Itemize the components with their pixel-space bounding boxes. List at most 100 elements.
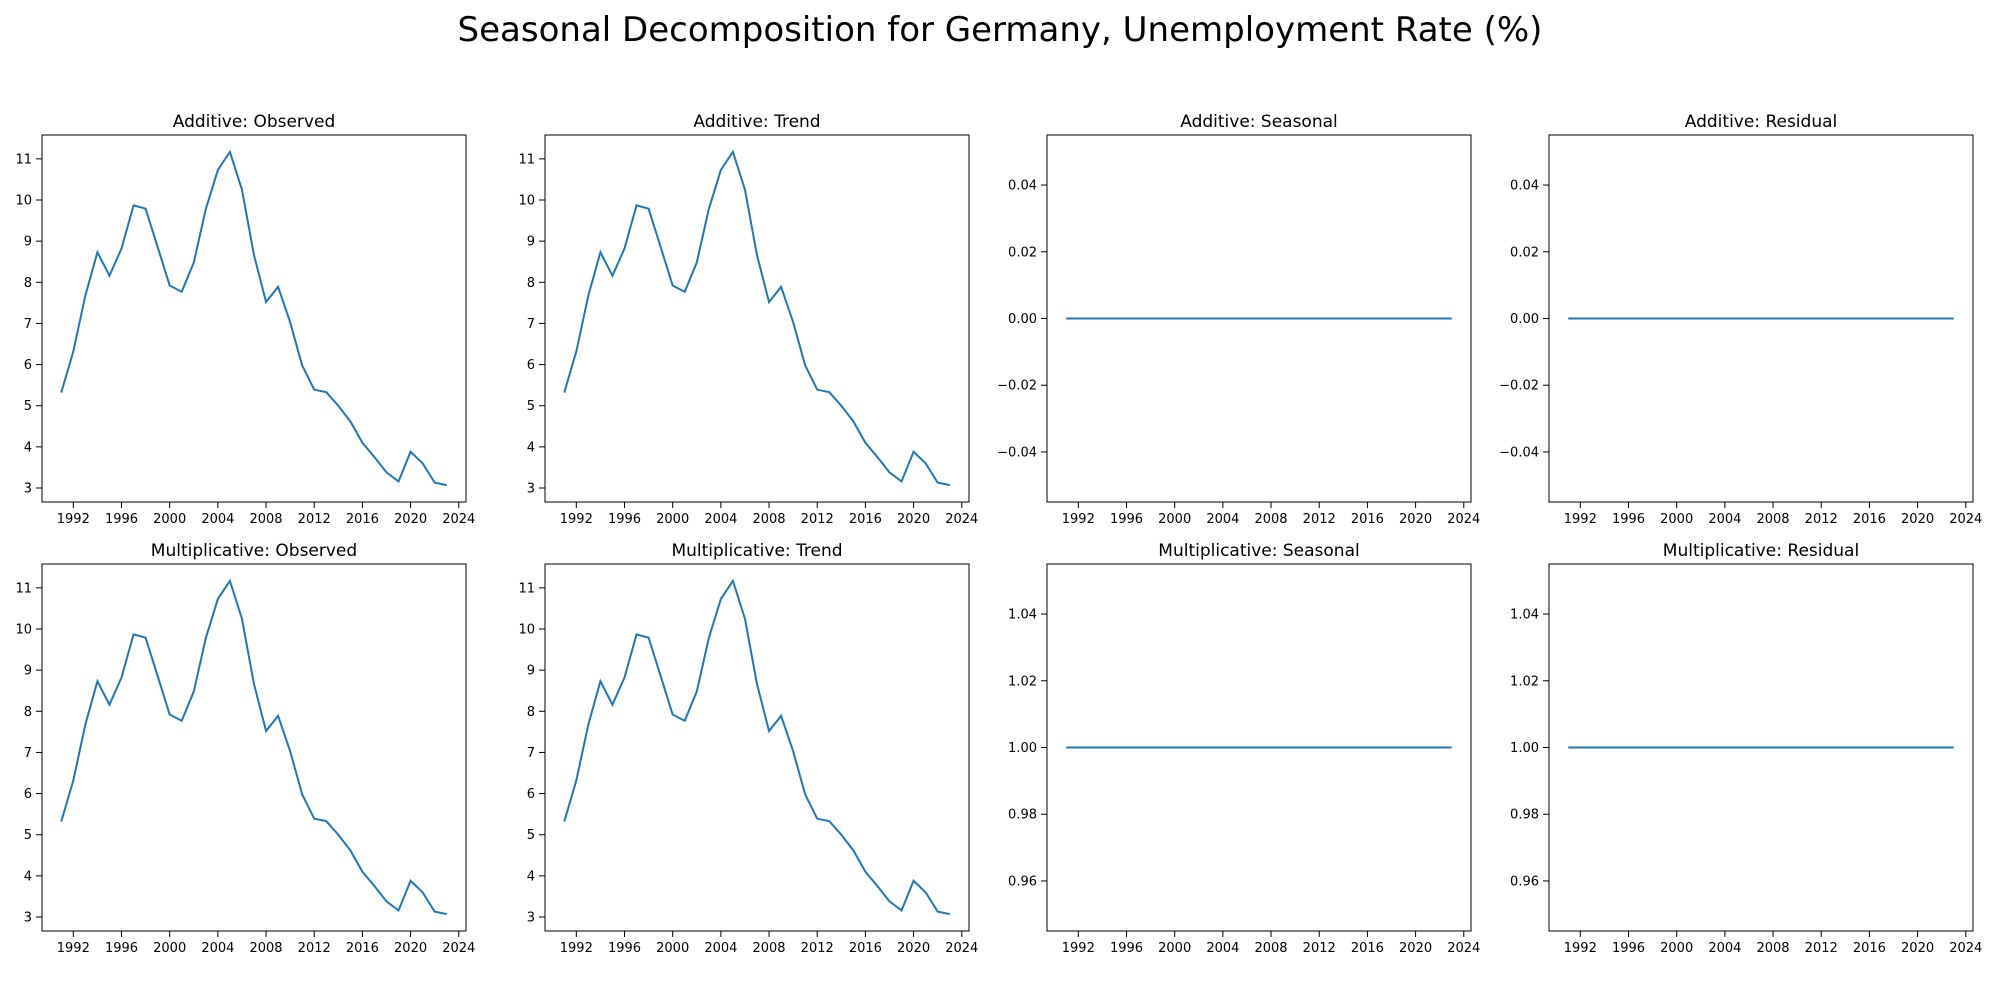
x-tick-label: 2008 [752, 512, 785, 527]
x-tick-label: 2004 [1708, 941, 1741, 956]
x-tick-label: 2008 [1254, 512, 1287, 527]
y-tick-label: 0.98 [1008, 808, 1037, 823]
x-tick-label: 1992 [560, 941, 593, 956]
y-tick-label: 10 [518, 623, 535, 638]
x-tick-label: 2012 [1303, 512, 1336, 527]
y-tick-label: 9 [24, 235, 32, 250]
y-tick-label: 7 [527, 746, 535, 761]
y-tick-label: 0.96 [1008, 874, 1037, 889]
y-tick-label: 1.02 [1008, 674, 1037, 689]
y-tick-label: 1.00 [1008, 741, 1037, 756]
subplot-title: Additive: Seasonal [1180, 112, 1338, 132]
figure-title: Seasonal Decomposition for Germany, Unem… [457, 10, 1543, 50]
plot-frame [41, 134, 467, 503]
y-tick-label: 11 [518, 581, 535, 596]
x-tick-label: 2016 [849, 512, 882, 527]
subplot-2: Additive: Trend 1992 1996 2000 2004 2008 2012 2… [518, 112, 978, 527]
x-tick-label: 1992 [1062, 941, 1095, 956]
y-tick-label: 11 [15, 152, 32, 167]
y-tick-label: 0.02 [1510, 245, 1539, 260]
x-tick-label: 1996 [1612, 512, 1645, 527]
y-tick-label: 3 [527, 482, 535, 497]
y-tick-label: 3 [24, 482, 32, 497]
y-tick-label: 10 [518, 194, 535, 209]
x-tick-label: 1992 [1062, 512, 1095, 527]
y-tick-label: 8 [24, 276, 32, 291]
y-tick-label: 0.00 [1510, 312, 1539, 327]
x-tick-label: 2012 [298, 941, 331, 956]
x-tick-label: 2004 [1206, 512, 1239, 527]
x-tick-label: 2016 [1853, 941, 1886, 956]
subplot-title: Additive: Trend [693, 112, 820, 132]
y-tick-label: −0.04 [997, 445, 1037, 460]
y-tick-label: 0.02 [1008, 245, 1037, 260]
plot-frame [544, 563, 970, 932]
x-tick-label: 1992 [560, 512, 593, 527]
y-tick-label: 9 [24, 664, 32, 679]
x-tick-label: 2012 [1303, 941, 1336, 956]
x-tick-label: 2000 [1158, 941, 1191, 956]
y-tick-label: 0.04 [1510, 179, 1539, 194]
subplot-4: Additive: Residual 1992 1996 2000 2004 2008 20… [1499, 112, 1982, 527]
x-tick-label: 1992 [1564, 941, 1597, 956]
y-tick-label: 3 [24, 911, 32, 926]
y-tick-label: 1.04 [1008, 608, 1037, 623]
x-tick-label: 2016 [1351, 512, 1384, 527]
plot-frame [544, 134, 970, 503]
x-tick-label: 2016 [346, 512, 379, 527]
x-tick-label: 2000 [656, 512, 689, 527]
subplot-title: Additive: Observed [173, 112, 335, 132]
x-tick-label: 1996 [608, 512, 641, 527]
x-tick-label: 2012 [801, 512, 834, 527]
y-tick-label: 4 [24, 440, 32, 455]
y-tick-label: 7 [527, 317, 535, 332]
x-tick-label: 2020 [394, 512, 427, 527]
x-tick-label: 2000 [656, 941, 689, 956]
series-line [60, 578, 447, 916]
y-tick-label: 8 [527, 705, 535, 720]
subplot-title: Additive: Residual [1685, 112, 1837, 132]
x-tick-label: 1996 [105, 512, 138, 527]
subplot-title: Multiplicative: Trend [671, 541, 842, 561]
x-tick-label: 2020 [394, 941, 427, 956]
x-tick-label: 2016 [346, 941, 379, 956]
x-tick-label: 1996 [1612, 941, 1645, 956]
x-tick-label: 2024 [945, 512, 978, 527]
x-tick-label: 2024 [442, 941, 475, 956]
x-tick-label: 2016 [1853, 512, 1886, 527]
y-tick-label: 11 [518, 152, 535, 167]
y-tick-label: 8 [24, 705, 32, 720]
subplot-1: Additive: Observed 1992 1996 2000 2004 2008 20… [15, 112, 475, 527]
x-tick-label: 2008 [752, 941, 785, 956]
x-tick-label: 2024 [1447, 941, 1480, 956]
y-tick-label: 4 [24, 869, 32, 884]
y-tick-label: 9 [527, 664, 535, 679]
y-tick-label: −0.02 [997, 379, 1037, 394]
x-tick-label: 2020 [1901, 941, 1934, 956]
x-tick-label: 2000 [153, 941, 186, 956]
y-tick-label: 11 [15, 581, 32, 596]
subplot-title: Multiplicative: Seasonal [1158, 541, 1359, 561]
subplot-title: Multiplicative: Observed [151, 541, 357, 561]
y-tick-label: 5 [24, 399, 32, 414]
x-tick-label: 2016 [1351, 941, 1384, 956]
x-tick-label: 2000 [1660, 941, 1693, 956]
x-tick-label: 2008 [249, 512, 282, 527]
y-tick-label: 0.00 [1008, 312, 1037, 327]
x-tick-label: 2012 [1805, 941, 1838, 956]
y-tick-label: 0.04 [1008, 179, 1037, 194]
y-tick-label: 8 [527, 276, 535, 291]
x-tick-label: 1992 [57, 512, 90, 527]
x-tick-label: 1996 [105, 941, 138, 956]
x-tick-label: 1992 [57, 941, 90, 956]
x-tick-label: 2012 [801, 941, 834, 956]
y-tick-label: 7 [24, 746, 32, 761]
y-tick-label: 6 [527, 787, 535, 802]
x-tick-label: 2024 [1949, 941, 1982, 956]
x-tick-label: 2000 [1158, 512, 1191, 527]
subplot-6: Multiplicative: Trend 1992 1996 2000 2004 200… [518, 541, 978, 956]
series-line [563, 578, 950, 916]
y-tick-label: 4 [527, 440, 535, 455]
y-tick-label: 1.04 [1510, 608, 1539, 623]
